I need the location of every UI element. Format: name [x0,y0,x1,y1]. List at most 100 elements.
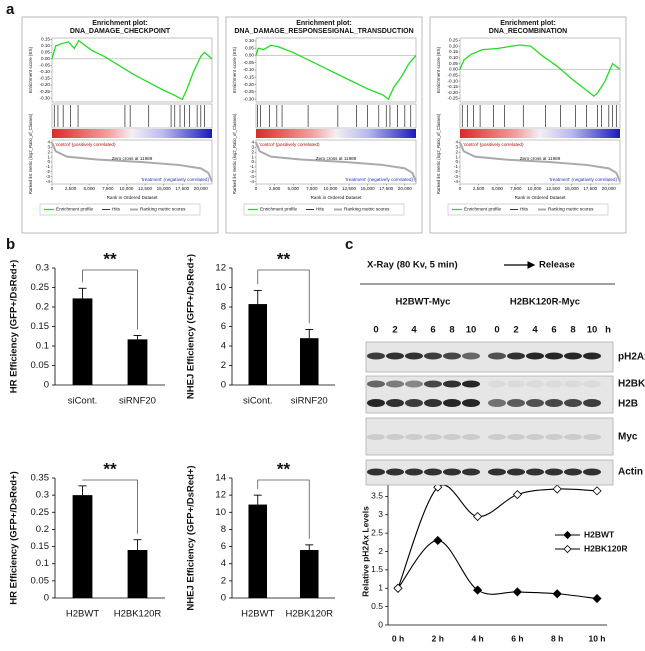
blot-band [443,434,461,440]
y-axis-title: Relative pH2Ax Levels [360,506,370,597]
y-tick-label: 0 [44,593,49,604]
blot-band [545,399,563,407]
legend-label: Hits [316,207,325,212]
treatment-label: X-Ray (80 Kv, 5 min) [367,260,458,271]
y-tick-label: 0.15 [31,541,50,552]
blot-band [564,434,582,440]
timepoint-label: 0 [494,325,499,336]
x-tick-label: siCont. [68,396,98,407]
x-axis-title: Rank in Ordered Dataset [515,195,567,200]
point [393,583,403,593]
x-axis-title: Rank in Ordered Dataset [107,195,159,200]
timepoint-label: 6 [430,325,435,336]
y-tick-label: -0.30 [40,95,51,100]
y2-tick-label: 4 [47,140,50,145]
y-tick-label: 0 [44,380,49,391]
blot-band [386,434,404,440]
timepoint-label: 10 [466,325,477,336]
y2-tick-label: 3 [455,145,458,150]
group-label: H2BK120R-Myc [510,297,580,308]
y-tick-label: 0.05 [31,575,50,586]
x-tick-label: 2 h [432,633,444,643]
y-tick-label: 0 [221,593,226,604]
x-tick-label: H2BK120R [285,609,333,620]
y2-tick-label: -1 [250,164,255,169]
y-tick-label: -0.10 [244,67,255,72]
blot-band [405,352,423,360]
annotation: 'control' (positively correlated) [463,142,524,147]
blot-band [424,399,442,407]
blot-band [405,399,423,407]
blot-band [545,468,563,476]
blot-band [488,352,506,360]
significance-bracket [257,479,310,539]
x-tick-label: 12,500 [342,186,356,191]
blot-band [367,468,385,476]
y2-tick-label: 1 [455,154,458,159]
x-tick-label: 12,500 [138,186,152,191]
y-tick-label: 8 [221,524,226,535]
x-tick-label: 7,500 [102,186,114,191]
y2-tick-label: 1 [47,154,50,159]
timepoint-label: 6 [551,325,556,336]
blot-band [488,468,506,476]
x-tick-label: 7,500 [510,186,522,191]
chart-title: Enrichment plot: [500,20,556,27]
blot-band [443,399,461,407]
y-axis-title: Enrichment score (ES) [436,46,441,93]
blot-band [488,434,506,440]
y2-tick-label: 0 [455,159,458,164]
blot-strip [365,417,614,456]
x-tick-label: 2,500 [473,186,485,191]
x-tick-label: siCont. [243,396,273,407]
y-tick-label: 12 [215,490,226,501]
significance-label: ** [277,249,291,268]
hits-frame [459,103,621,129]
x-tick-label: 10,000 [527,186,541,191]
y-tick-label: 0.15 [41,37,50,42]
bar [72,495,93,598]
y-tick-label: -0.15 [244,74,255,79]
y-axis-title: NHEJ Efficiency (GFP+/DsRed+) [186,465,197,610]
x-tick-label: 20,000 [194,186,208,191]
y-tick-label: -0.05 [448,72,459,77]
y2-tick-label: 3 [251,145,254,150]
bar [248,304,268,385]
blot-band [367,399,385,407]
blot-band [405,468,423,476]
blot-band [462,380,480,388]
x-tick-label: 0 [459,186,462,191]
y-tick-label: 0.2 [36,302,49,313]
y-tick-label: 0.10 [449,55,458,60]
y-tick-label: 0.05 [449,61,458,66]
blot-band [386,380,404,388]
y2-tick-label: -3 [46,174,51,179]
blot-row-label: Actin [618,467,643,478]
y-tick-label: -0.30 [244,96,255,101]
timepoint-label: 2 [513,325,518,336]
blot-band [526,399,544,407]
blot-band [488,380,506,388]
y-tick-label: -0.15 [40,76,51,81]
y-tick-label: 0.25 [31,507,50,518]
blot-band [462,434,480,440]
y-tick-label: -0.10 [40,69,51,74]
bar [299,550,319,598]
y-tick-label: 4 [221,341,226,352]
y-tick-label: 0.35 [31,473,50,484]
annotation: Zero cross at 11989 [316,156,357,161]
blot-band [507,468,525,476]
x-axis-title: Rank in Ordered Dataset [311,195,363,200]
blot-band [386,352,404,360]
timepoint-label: 8 [449,325,454,336]
blot-band [443,468,461,476]
blot-band [526,352,544,360]
point [433,535,443,546]
y-tick-label: 14 [215,473,226,484]
y2-tick-label: 4 [455,140,458,145]
legend-label: Enrichment profile [260,207,297,212]
legend-marker [563,530,572,540]
significance-bracket [82,479,138,534]
x-tick-label: 20,000 [602,186,616,191]
